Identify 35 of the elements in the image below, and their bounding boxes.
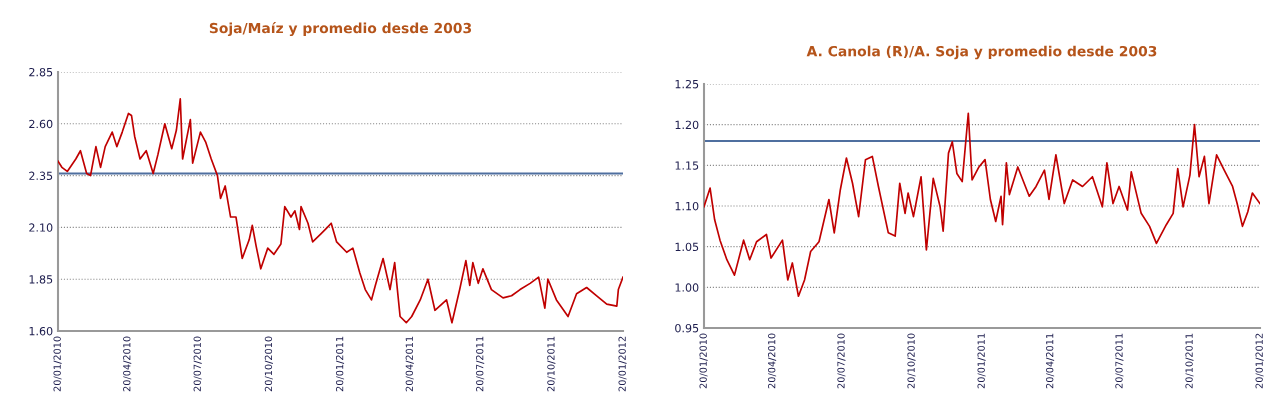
chart-title: A. Canola (R)/A. Soja y promedio desde 2003 xyxy=(806,45,1157,60)
x-tick-label: 20/01/2010 xyxy=(53,336,62,392)
y-tick-label: 1.20 xyxy=(675,120,699,130)
x-tick-label: 20/10/2011 xyxy=(1185,333,1194,389)
y-tick-label: 2.10 xyxy=(29,223,53,232)
x-tick-label: 20/07/2010 xyxy=(193,336,202,392)
x-tick-label: 20/01/2011 xyxy=(977,333,986,389)
y-tick-label: 0.95 xyxy=(675,323,699,333)
y-tick-label: 2.35 xyxy=(29,171,53,180)
line-series xyxy=(704,112,1260,298)
y-tick-label: 1.60 xyxy=(29,326,53,336)
x-tick-label: 20/04/2011 xyxy=(405,336,414,392)
y-tick-label: 1.05 xyxy=(675,242,699,252)
x-tick-label: 20/01/2012 xyxy=(618,336,627,392)
x-tick-label: 20/07/2011 xyxy=(1115,333,1124,389)
y-tick-label: 2.60 xyxy=(29,119,53,129)
x-tick-label: 20/01/2012 xyxy=(1255,333,1264,389)
chart-title: Soja/Maíz y promedio desde 2003 xyxy=(209,22,472,37)
y-tick-label: 1.25 xyxy=(675,79,699,89)
x-tick-label: 20/07/2010 xyxy=(837,333,846,389)
y-tick-label: 1.15 xyxy=(675,161,699,170)
line-series xyxy=(58,98,623,324)
x-tick-label: 20/01/2010 xyxy=(699,333,708,389)
x-tick-label: 20/01/2011 xyxy=(335,336,345,392)
x-tick-label: 20/07/2011 xyxy=(476,336,485,392)
x-tick-label: 20/10/2010 xyxy=(264,336,273,392)
y-tick-label: 1.10 xyxy=(675,201,699,211)
x-tick-label: 20/04/2010 xyxy=(123,336,132,392)
x-tick-label: 20/04/2011 xyxy=(1046,333,1055,389)
x-tick-label: 20/10/2011 xyxy=(547,336,556,392)
y-tick-label: 2.85 xyxy=(29,67,53,77)
x-tick-label: 20/04/2010 xyxy=(768,333,777,389)
x-tick-label: 20/10/2010 xyxy=(907,333,916,389)
y-tick-label: 1.85 xyxy=(29,275,53,284)
y-tick-label: 1.00 xyxy=(675,283,699,292)
